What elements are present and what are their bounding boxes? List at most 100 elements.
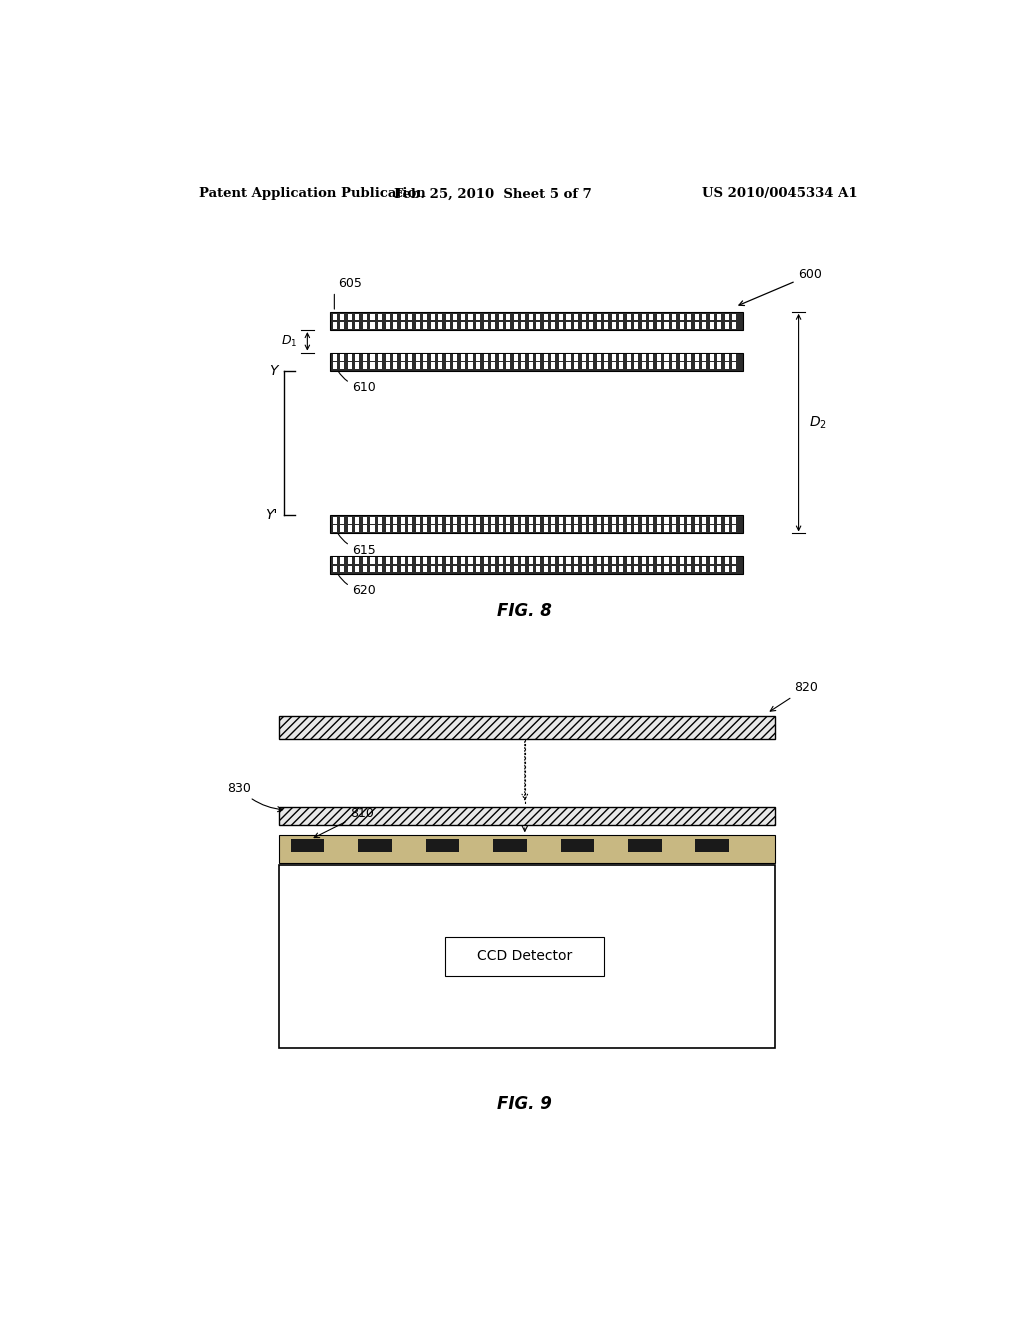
Bar [454, 354, 458, 362]
Bar [604, 517, 608, 524]
Bar [423, 565, 427, 573]
Text: 820: 820 [770, 681, 818, 711]
Bar [409, 517, 413, 524]
Bar [710, 314, 714, 321]
Bar [551, 517, 555, 524]
Bar [454, 362, 458, 370]
Bar [438, 557, 442, 565]
Bar [680, 354, 684, 362]
Bar [521, 557, 525, 565]
Bar [476, 354, 480, 362]
Bar [589, 314, 593, 321]
Bar [597, 362, 601, 370]
Bar [483, 362, 487, 370]
Bar [665, 322, 669, 329]
Bar [461, 565, 465, 573]
Bar [665, 557, 669, 565]
Bar [348, 525, 352, 532]
Bar [340, 314, 344, 321]
Bar [528, 354, 532, 362]
Bar [634, 525, 638, 532]
Bar [362, 525, 367, 532]
Bar [348, 354, 352, 362]
Bar [423, 362, 427, 370]
Bar [687, 322, 691, 329]
Bar [642, 565, 646, 573]
Bar [627, 322, 631, 329]
Bar [544, 517, 548, 524]
Bar [710, 354, 714, 362]
Bar [506, 354, 510, 362]
Bar [604, 314, 608, 321]
Bar [566, 314, 570, 321]
Bar [468, 354, 472, 362]
Bar [514, 525, 518, 532]
Bar [431, 557, 435, 565]
Bar [476, 362, 480, 370]
Bar [732, 322, 736, 329]
Bar [483, 557, 487, 565]
Bar [649, 322, 653, 329]
Bar [416, 362, 420, 370]
Bar [672, 565, 676, 573]
Bar [620, 517, 624, 524]
Bar [710, 362, 714, 370]
Text: US 2010/0045334 A1: US 2010/0045334 A1 [702, 187, 858, 201]
Bar [657, 362, 662, 370]
Bar [620, 525, 624, 532]
Bar [649, 517, 653, 524]
Bar [348, 565, 352, 573]
Bar [431, 354, 435, 362]
Text: 810: 810 [314, 807, 374, 838]
Text: 605: 605 [338, 276, 362, 289]
Bar [642, 362, 646, 370]
Bar [499, 525, 503, 532]
Text: 615: 615 [338, 533, 377, 557]
Bar [499, 557, 503, 565]
Bar [597, 314, 601, 321]
Bar [582, 517, 586, 524]
Bar [431, 314, 435, 321]
Bar [620, 557, 624, 565]
Bar [589, 557, 593, 565]
Text: Feb. 25, 2010  Sheet 5 of 7: Feb. 25, 2010 Sheet 5 of 7 [394, 187, 592, 201]
Bar [725, 517, 729, 524]
Bar [409, 525, 413, 532]
Bar [454, 525, 458, 532]
Bar [385, 565, 389, 573]
Bar [454, 517, 458, 524]
Bar [476, 557, 480, 565]
Bar [393, 565, 397, 573]
Bar [574, 314, 579, 321]
Bar [582, 557, 586, 565]
Bar [732, 565, 736, 573]
Text: 620: 620 [338, 574, 377, 598]
Bar [333, 525, 337, 532]
Bar [702, 354, 707, 362]
Bar [423, 525, 427, 532]
Bar [514, 322, 518, 329]
Bar [454, 314, 458, 321]
Bar [358, 840, 392, 851]
Bar [680, 362, 684, 370]
Bar [627, 314, 631, 321]
Bar [445, 322, 450, 329]
Bar [537, 354, 541, 362]
Bar [521, 565, 525, 573]
Bar [672, 557, 676, 565]
Bar [423, 322, 427, 329]
Bar [694, 322, 698, 329]
Bar [537, 362, 541, 370]
Bar [694, 517, 698, 524]
Bar [492, 525, 496, 532]
Bar [657, 314, 662, 321]
Bar [582, 525, 586, 532]
Text: FIG. 9: FIG. 9 [498, 1094, 552, 1113]
Bar [717, 362, 721, 370]
Bar [355, 322, 359, 329]
Bar [582, 362, 586, 370]
Bar [385, 322, 389, 329]
Bar [476, 517, 480, 524]
Bar [589, 354, 593, 362]
Bar [468, 362, 472, 370]
